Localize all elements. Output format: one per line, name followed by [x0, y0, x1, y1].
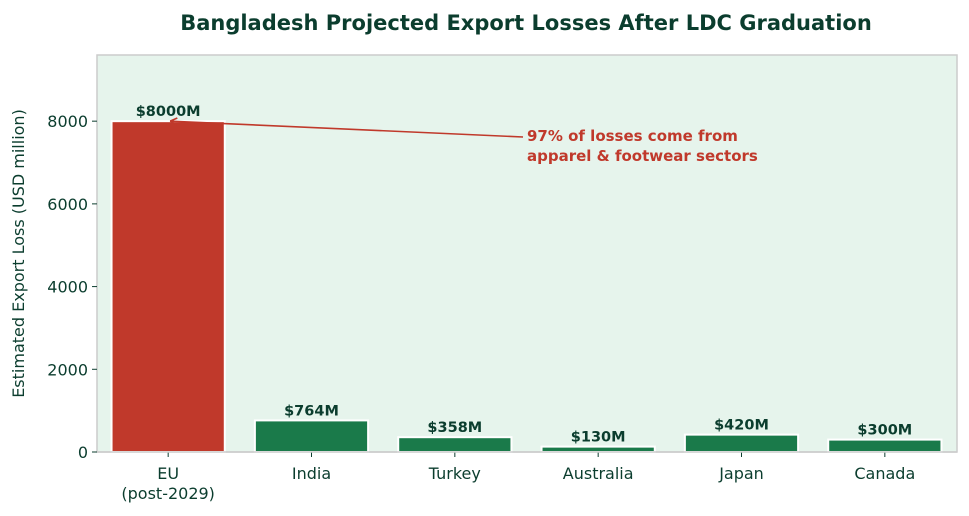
data-label: $300M	[857, 423, 912, 439]
annotation-line-1: 97% of losses come from	[527, 127, 738, 145]
x-tick-label: Canada	[854, 464, 915, 483]
x-tick-label: Turkey	[428, 464, 481, 483]
annotation-line-2: apparel & footwear sectors	[527, 147, 758, 165]
y-tick-label: 2000	[47, 360, 88, 379]
annotation-arrowhead	[169, 117, 178, 126]
y-tick-label: 0	[78, 443, 88, 462]
x-tick-label: EU	[157, 464, 179, 483]
x-tick-label: India	[292, 464, 331, 483]
y-axis-label: Estimated Export Loss (USD million)	[9, 109, 28, 398]
data-label: $764M	[284, 403, 339, 419]
y-tick-label: 8000	[47, 112, 88, 131]
chart-title: Bangladesh Projected Export Losses After…	[180, 11, 872, 35]
x-tick-label: (post-2029)	[121, 484, 215, 503]
y-axis: 0 2000 4000 6000 8000	[47, 112, 97, 462]
data-label: $358M	[427, 420, 482, 436]
bar-2	[397, 436, 513, 454]
bar-0	[110, 120, 226, 454]
annotation: 97% of losses come from apparel & footwe…	[169, 117, 758, 165]
annotation-arrow	[170, 120, 524, 138]
bar-5	[827, 438, 943, 453]
bar-4	[683, 433, 800, 454]
data-labels: $8000M $764M $358M $130M $420M $300M	[136, 104, 913, 445]
x-tick-label: Japan	[718, 464, 764, 483]
bar-3	[540, 445, 656, 454]
data-label: $130M	[571, 430, 626, 446]
y-tick-label: 4000	[47, 278, 88, 297]
data-label: $420M	[714, 418, 769, 434]
y-tick-label: 6000	[47, 195, 88, 214]
x-tick-label: Australia	[563, 464, 634, 483]
plot-area	[96, 54, 958, 453]
x-axis: EU(post-2029) India Turkey Australia Japan Ca…	[97, 451, 957, 503]
data-label: $8000M	[136, 104, 201, 120]
bars	[110, 120, 943, 454]
bar-1	[253, 419, 370, 454]
